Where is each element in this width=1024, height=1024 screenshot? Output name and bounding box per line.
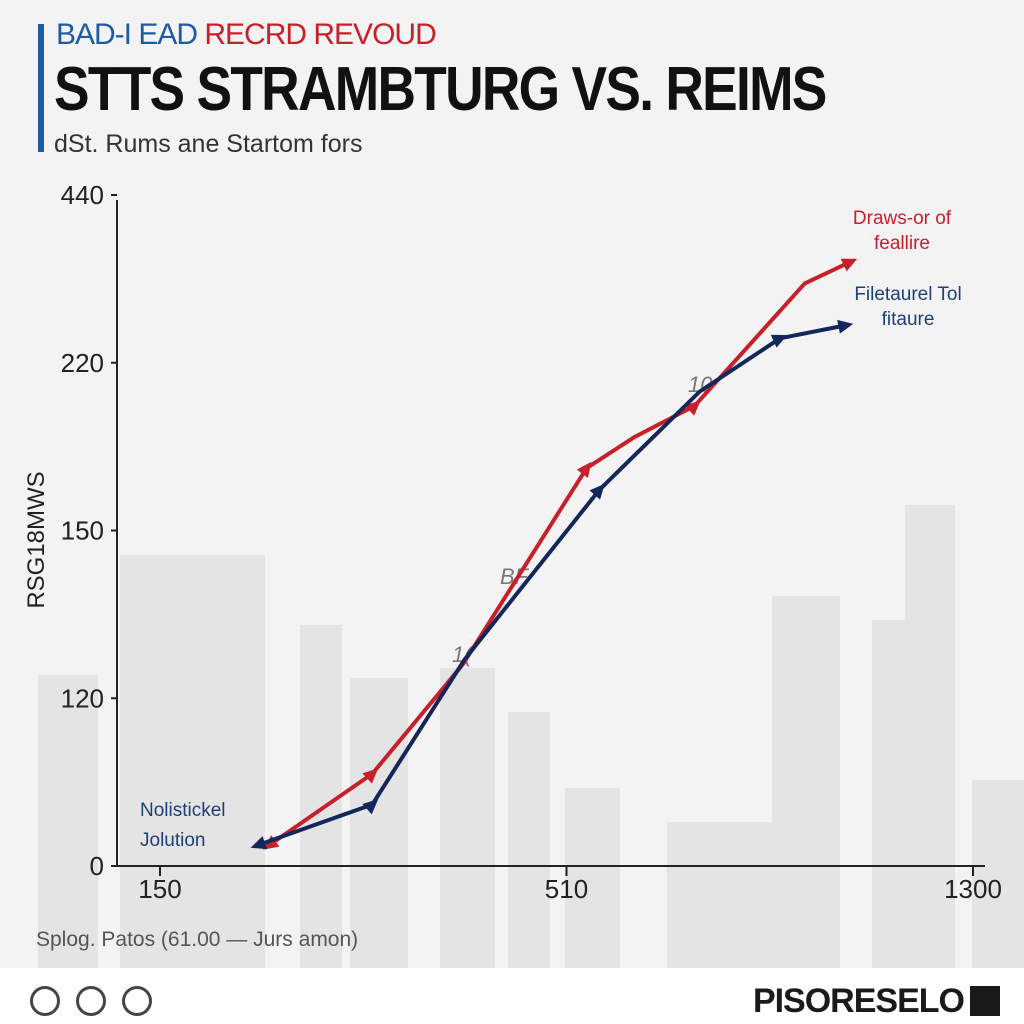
y-tick-label: 150 (61, 516, 104, 546)
kicker-right: RECRD REVOUD (204, 18, 436, 51)
chart-title: STTS STRAMBTURG VS. REIMS (54, 55, 827, 124)
series-line (257, 323, 846, 847)
brand: PISORESELO (752, 982, 965, 1020)
x-tick-label: 150 (138, 874, 181, 904)
axes (111, 194, 985, 876)
series-line (268, 260, 851, 847)
y-tick-label: 440 (61, 180, 104, 210)
skyline (38, 505, 1024, 968)
y-tick-label: 120 (61, 683, 104, 713)
source: Splog. Patos (61.00 — Jurs amon) (36, 928, 359, 951)
legend-entry: Filetaurel Tol fitaure (854, 284, 962, 330)
legend-entry: Draws-or of feallire (852, 208, 952, 254)
marker (840, 258, 858, 272)
marker (770, 334, 788, 348)
marker (250, 836, 268, 850)
marker (589, 483, 605, 500)
kicker: BAD-I EAD RECRD REVOUD (56, 18, 437, 52)
chart-subtitle: dSt. Rums ane Startom fors (54, 130, 363, 158)
marker (576, 461, 592, 478)
annotation: Nolistickel Jolution (140, 800, 226, 851)
marker (362, 799, 379, 815)
x-tick-label: 510 (545, 874, 588, 904)
x-tick-label: 1300 (944, 874, 1002, 904)
accent-bar (38, 24, 44, 152)
marker (362, 768, 379, 784)
brand-logo (970, 986, 1000, 1016)
marker (837, 319, 854, 334)
y-tick-label: 0 (90, 851, 104, 881)
y-axis-label: RSG18MWS (23, 471, 50, 608)
kicker-left: BAD-I EAD (56, 18, 198, 51)
icon[interactable] (76, 986, 106, 1016)
icon[interactable] (30, 986, 60, 1016)
icon[interactable] (122, 986, 152, 1016)
annotation: 1( (452, 642, 474, 667)
footer (0, 968, 1024, 1024)
y-tick-label: 220 (61, 348, 104, 378)
